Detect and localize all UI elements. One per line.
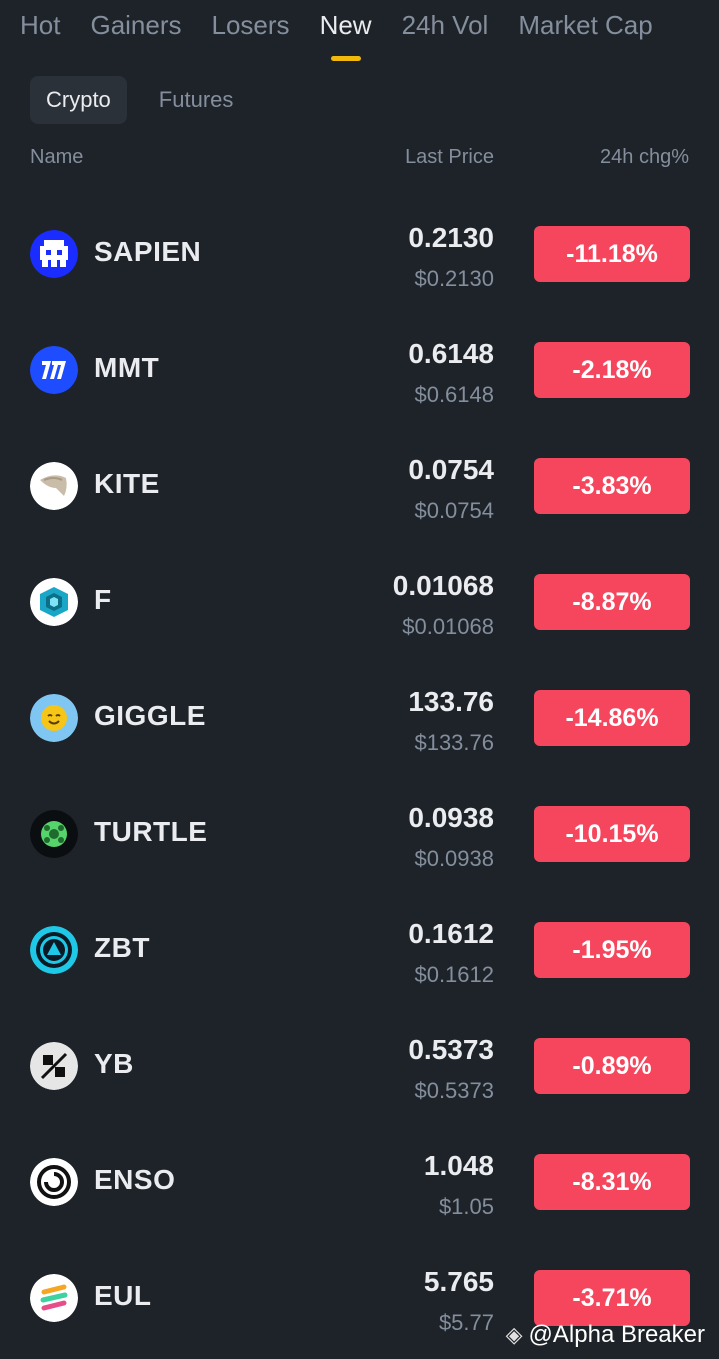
coin-symbol: SAPIEN (94, 236, 202, 267)
usd-price: $0.0754 (414, 498, 494, 523)
last-price: 0.6148 (408, 338, 494, 369)
binance-logo-icon: ◈ (505, 1322, 523, 1347)
coin-symbol: KITE (94, 468, 160, 499)
usd-price: $5.77 (438, 1310, 494, 1335)
list-item[interactable]: ENSO 1.048 $1.05 -8.31% (0, 1124, 719, 1240)
change-badge[interactable]: -2.18% (534, 342, 690, 398)
enso-icon (30, 1158, 78, 1206)
giggle-icon (30, 694, 78, 742)
chg-column-header[interactable]: 24h chg% (600, 146, 689, 168)
coin-symbol: F (94, 584, 112, 615)
usd-price: $1.05 (438, 1194, 494, 1219)
list-item[interactable]: EUL 5.765 $5.77 -3.71% (0, 1240, 719, 1356)
name-column-header[interactable]: Name (30, 146, 84, 168)
list-item[interactable]: SAPIEN 0.2130 $0.2130 -11.18% (0, 196, 719, 312)
mmt-icon (30, 346, 78, 394)
tab-market-cap[interactable]: Market Cap (518, 10, 653, 40)
sapien-icon (30, 230, 78, 278)
last-price: 0.1612 (408, 918, 494, 949)
yb-icon (30, 1042, 78, 1090)
eul-icon (30, 1274, 78, 1322)
last-price: 0.2130 (408, 222, 494, 253)
usd-price: $0.01068 (402, 614, 494, 639)
list-item[interactable]: KITE 0.0754 $0.0754 -3.83% (0, 428, 719, 544)
change-badge[interactable]: -0.89% (534, 1038, 690, 1094)
coin-symbol: YB (94, 1048, 134, 1079)
watermark-text: @Alpha Breaker (528, 1321, 705, 1348)
tab-24h-vol[interactable]: 24h Vol (401, 10, 489, 40)
change-badge[interactable]: -3.83% (534, 458, 690, 514)
list-item[interactable]: YB 0.5373 $0.5373 -0.89% (0, 1008, 719, 1124)
usd-price: $133.76 (414, 730, 494, 755)
market-tabs: Hot Gainers Losers New 24h Vol Market Ca… (0, 0, 719, 70)
last-price: 1.048 (423, 1150, 494, 1181)
coin-symbol: EUL (94, 1280, 152, 1311)
change-badge[interactable]: -14.86% (534, 690, 690, 746)
last-price: 0.5373 (408, 1034, 494, 1065)
last-price-column-header[interactable]: Last Price (405, 146, 494, 168)
usd-price: $0.6148 (414, 382, 494, 407)
usd-price: $0.2130 (414, 266, 494, 291)
coin-symbol: GIGGLE (94, 700, 206, 731)
list-item[interactable]: MMT 0.6148 $0.6148 -2.18% (0, 312, 719, 428)
coin-symbol: MMT (94, 352, 160, 383)
subtab-crypto[interactable]: Crypto (30, 76, 127, 124)
tab-new[interactable]: New (320, 0, 372, 41)
zbt-icon (30, 926, 78, 974)
last-price: 0.0754 (408, 454, 494, 485)
list-item[interactable]: TURTLE 0.0938 $0.0938 -10.15% (0, 776, 719, 892)
last-price: 0.01068 (392, 570, 494, 601)
tab-losers[interactable]: Losers (211, 10, 290, 40)
list-item[interactable]: GIGGLE 133.76 $133.76 -14.86% (0, 660, 719, 776)
coin-symbol: ZBT (94, 932, 150, 963)
last-price: 0.0938 (408, 802, 494, 833)
last-price: 5.765 (423, 1266, 494, 1297)
turtle-icon (30, 810, 78, 858)
coin-list: SAPIEN 0.2130 $0.2130 -11.18% MMT 0.6148… (0, 196, 719, 1356)
asset-type-tabs: Crypto Futures (30, 76, 265, 124)
change-badge[interactable]: -10.15% (534, 806, 690, 862)
last-price: 133.76 (408, 686, 494, 717)
subtab-futures[interactable]: Futures (158, 87, 234, 112)
watermark: ◈ @Alpha Breaker (506, 1321, 705, 1349)
change-badge[interactable]: -8.87% (534, 574, 690, 630)
f-icon (30, 578, 78, 626)
usd-price: $0.1612 (414, 962, 494, 987)
change-badge[interactable]: -8.31% (534, 1154, 690, 1210)
change-badge[interactable]: -3.71% (534, 1270, 690, 1326)
usd-price: $0.5373 (414, 1078, 494, 1103)
tab-gainers[interactable]: Gainers (90, 10, 182, 40)
change-badge[interactable]: -1.95% (534, 922, 690, 978)
list-item[interactable]: ZBT 0.1612 $0.1612 -1.95% (0, 892, 719, 1008)
kite-icon (30, 462, 78, 510)
coin-symbol: ENSO (94, 1164, 176, 1195)
usd-price: $0.0938 (414, 846, 494, 871)
list-item[interactable]: F 0.01068 $0.01068 -8.87% (0, 544, 719, 660)
change-badge[interactable]: -11.18% (534, 226, 690, 282)
tab-hot[interactable]: Hot (20, 10, 61, 40)
coin-symbol: TURTLE (94, 816, 208, 847)
